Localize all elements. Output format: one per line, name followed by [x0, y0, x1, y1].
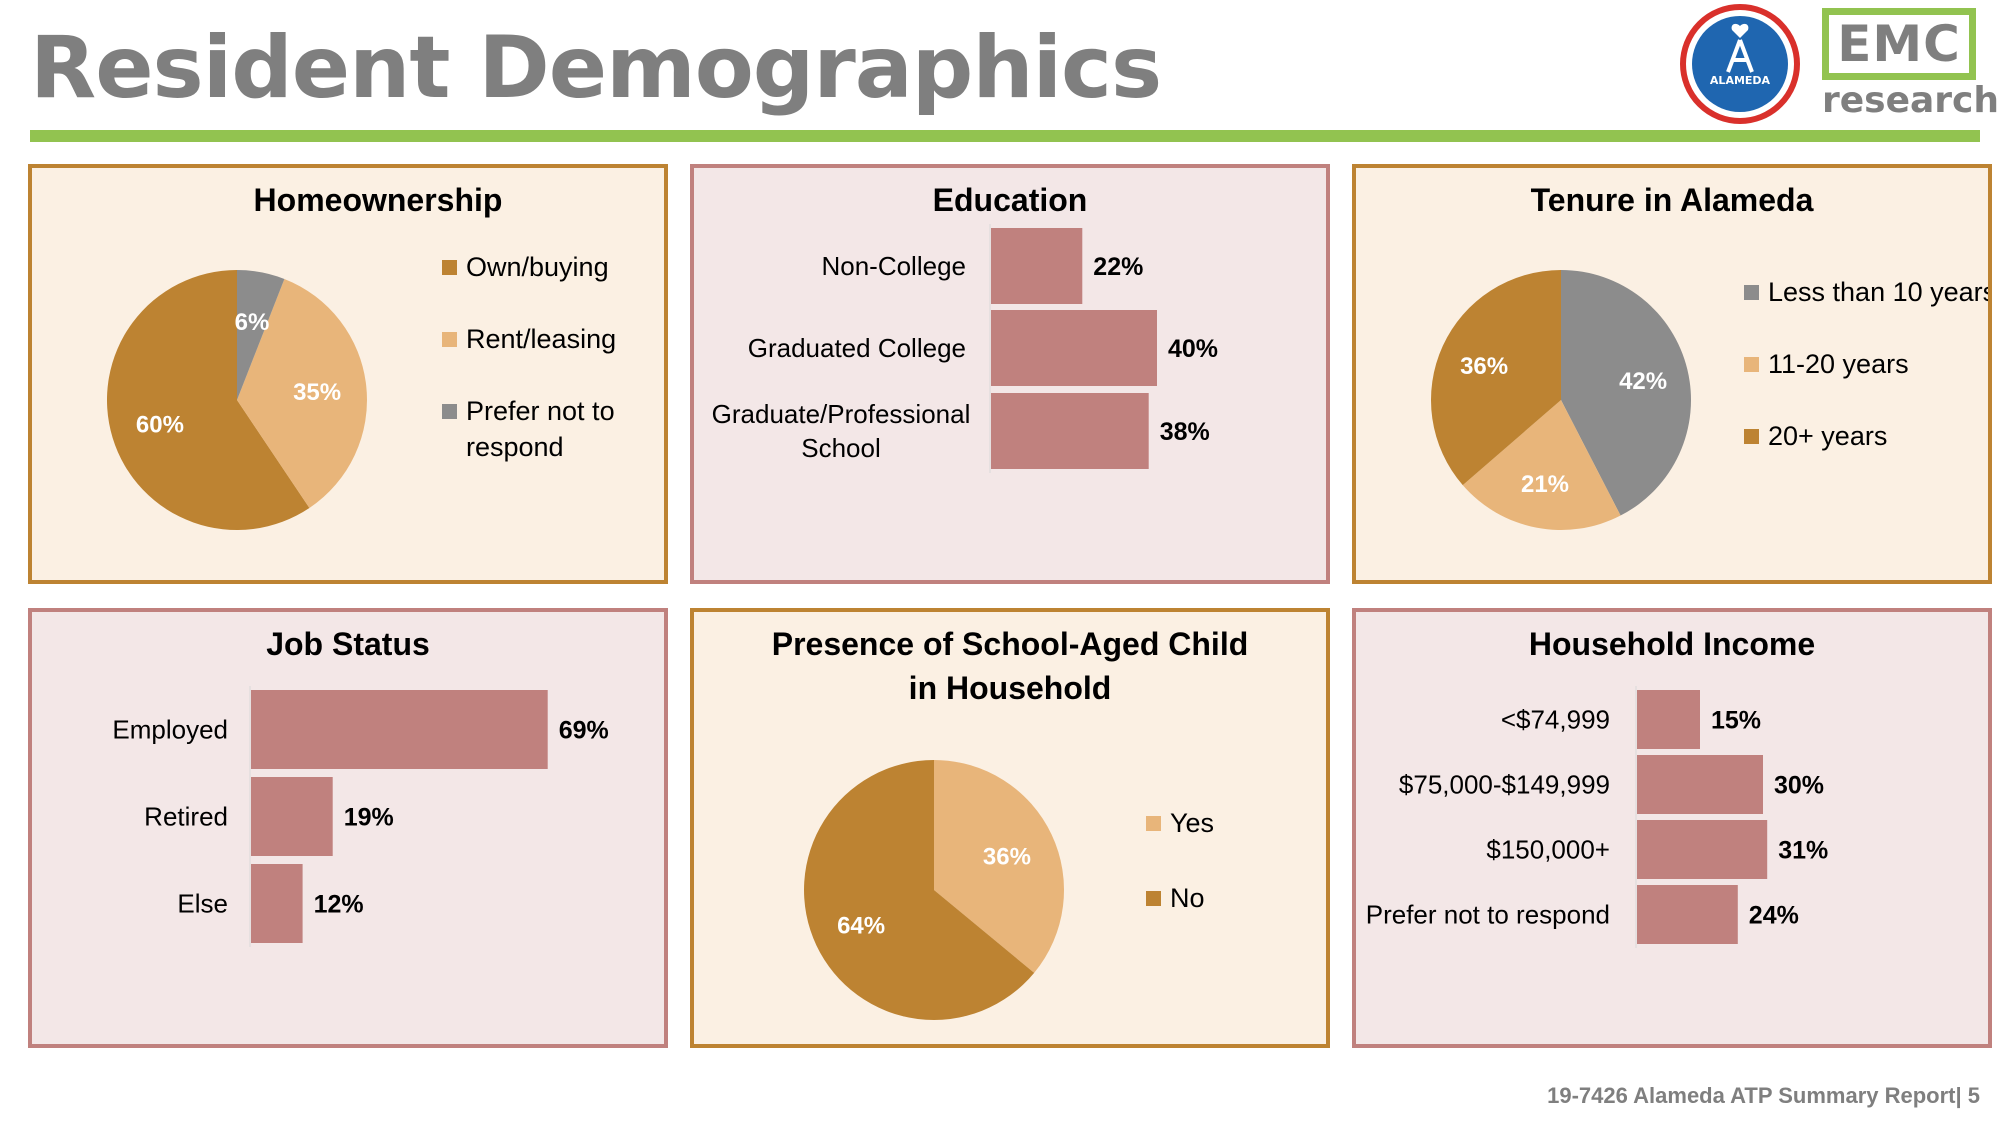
value-label-74-999: 15% — [1711, 707, 1761, 735]
value-label-else: 12% — [314, 891, 364, 919]
emc-research-logo: EMC research — [1822, 8, 2000, 122]
pie-label-yes: 36% — [983, 844, 1031, 871]
panel-homeownership: Homeownership 60% 35% 6% Own/buying Rent/lea… — [28, 164, 668, 584]
legend-label-less-than-10-years: Less than 10 years — [1768, 277, 1988, 307]
value-label-non-college: 22% — [1093, 253, 1143, 281]
value-label-prefer-not-to-respond: 24% — [1749, 902, 1799, 930]
pie-slice-no — [804, 760, 1035, 1020]
category-label-75-000-149-999: $75,000-$149,999 — [1399, 770, 1610, 800]
bar-74-999 — [1637, 690, 1700, 749]
legend-label-yes: Yes — [1170, 808, 1214, 838]
pie-label-prefer-not-to-respond: 6% — [235, 309, 270, 336]
panel-school-child: Presence of School-Aged Child in Househo… — [690, 608, 1330, 1048]
bar-else — [251, 864, 303, 943]
legend-swatch-yes — [1146, 816, 1161, 831]
pie-label-rent-leasing: 35% — [293, 379, 341, 406]
title-underline — [30, 130, 1980, 142]
value-label-graduated-college: 40% — [1168, 335, 1218, 363]
category-label-retired: Retired — [144, 802, 228, 832]
panel-tenure: Tenure in Alameda 42% 21% 36% Less than 10 … — [1352, 164, 1992, 584]
legend-label-prefer-not-to-respond: Prefer not to respond — [466, 396, 615, 462]
emc-logo-wordmark: research — [1822, 80, 2000, 121]
tenure-pie-chart: 42% 21% 36% Less than 10 years 11-20 years 20… — [1430, 270, 1988, 531]
pie-slice-own-buying — [106, 270, 310, 530]
pie-label-20-years: 36% — [1460, 353, 1508, 380]
pie-label-own-buying: 60% — [136, 412, 184, 439]
category-label-74-999: <$74,999 — [1501, 705, 1610, 735]
category-label-150-000: $150,000+ — [1486, 835, 1610, 865]
pie-slice-less-than-10-years — [1561, 270, 1692, 516]
bar-prefer-not-to-respond — [1637, 885, 1738, 944]
category-label-employed: Employed — [112, 715, 228, 745]
seal-text: ALAMEDA — [1709, 74, 1771, 87]
pie-label-less-than-10-years: 42% — [1619, 368, 1667, 395]
legend-swatch-less-than-10-years — [1744, 285, 1759, 300]
bar-graduate-professional-school — [991, 393, 1149, 469]
panel-title-education: Education — [932, 182, 1088, 218]
emc-logo-mark: EMC — [1822, 8, 1976, 80]
legend-swatch-own-buying — [442, 260, 457, 275]
panel-income: Household Income 15% <$74,999 30% $75,000-$… — [1352, 608, 1992, 1048]
pie-slice-yes — [934, 760, 1065, 973]
panel-title-job-status: Job Status — [266, 626, 430, 662]
pie-label-11-20-years: 21% — [1521, 471, 1569, 498]
school-child-pie-chart: 36% 64% Yes No — [804, 760, 1214, 1020]
alameda-seal-logo: ALAMEDA — [1680, 4, 1800, 124]
panel-title-income: Household Income — [1528, 626, 1816, 662]
bar-non-college — [991, 228, 1083, 304]
value-label-retired: 19% — [344, 804, 394, 832]
homeownership-pie-chart: 60% 35% 6% Own/buying Rent/leasing Prefer not… — [106, 252, 616, 530]
bar-graduated-college — [991, 310, 1157, 386]
income-bar-chart: 15% <$74,999 30% $75,000-$149,999 31% $150,00… — [1366, 686, 1828, 948]
panel-education: Education 22% Non-College 40% Graduated Col… — [690, 164, 1330, 584]
legend-label-own-buying: Own/buying — [466, 252, 609, 282]
footer-report-label: 19-7426 Alameda ATP Summary Report| 5 — [1547, 1083, 1980, 1108]
value-label-150-000: 31% — [1778, 837, 1828, 865]
pie-slice-11-20-years — [1462, 400, 1621, 531]
legend-swatch-rent-leasing — [442, 332, 457, 347]
category-label-graduated-college: Graduated College — [748, 333, 966, 363]
legend-label-11-20-years: 11-20 years — [1768, 349, 1909, 379]
legend-swatch-no — [1146, 891, 1161, 906]
panel-title-homeownership: Homeownership — [253, 182, 503, 218]
panel-title-school-child-line2: in Household — [908, 670, 1112, 706]
legend-swatch-20-years — [1744, 429, 1759, 444]
category-label-non-college: Non-College — [821, 251, 966, 281]
category-label-prefer-not-to-respond: Prefer not to respond — [1366, 900, 1610, 930]
job-status-bar-chart: 69% Employed 19% Retired 12% Else — [112, 686, 609, 947]
seal-emblem-icon — [1726, 23, 1754, 73]
bar-75-000-149-999 — [1637, 755, 1763, 814]
category-label-graduate-professional-school: Graduate/Professional School — [712, 399, 971, 463]
page-title: Resident Demographics — [30, 18, 1162, 118]
bar-retired — [251, 777, 333, 856]
legend-label-20-years: 20+ years — [1768, 421, 1887, 451]
panel-job-status: Job Status 69% Employed 19% Retired 12% Else — [28, 608, 668, 1048]
education-bar-chart: 22% Non-College 40% Graduated College 38% Gra… — [712, 224, 1218, 473]
value-label-employed: 69% — [559, 717, 609, 745]
bar-employed — [251, 690, 548, 769]
pie-slice-20-years — [1430, 270, 1561, 486]
value-label-75-000-149-999: 30% — [1774, 772, 1824, 800]
panel-title-school-child-line1: Presence of School-Aged Child — [771, 626, 1249, 662]
bar-150-000 — [1637, 820, 1768, 879]
value-label-graduate-professional-school: 38% — [1160, 418, 1210, 446]
legend-label-no: No — [1170, 883, 1205, 913]
legend-swatch-prefer-not-to-respond — [442, 404, 457, 419]
pie-slice-rent-leasing — [237, 278, 367, 508]
pie-slice-prefer-not-to-respond — [237, 270, 285, 400]
legend-swatch-11-20-years — [1744, 357, 1759, 372]
pie-label-no: 64% — [837, 912, 885, 939]
panel-title-tenure: Tenure in Alameda — [1530, 182, 1814, 218]
legend-label-rent-leasing: Rent/leasing — [466, 324, 616, 354]
category-label-else: Else — [177, 889, 228, 919]
